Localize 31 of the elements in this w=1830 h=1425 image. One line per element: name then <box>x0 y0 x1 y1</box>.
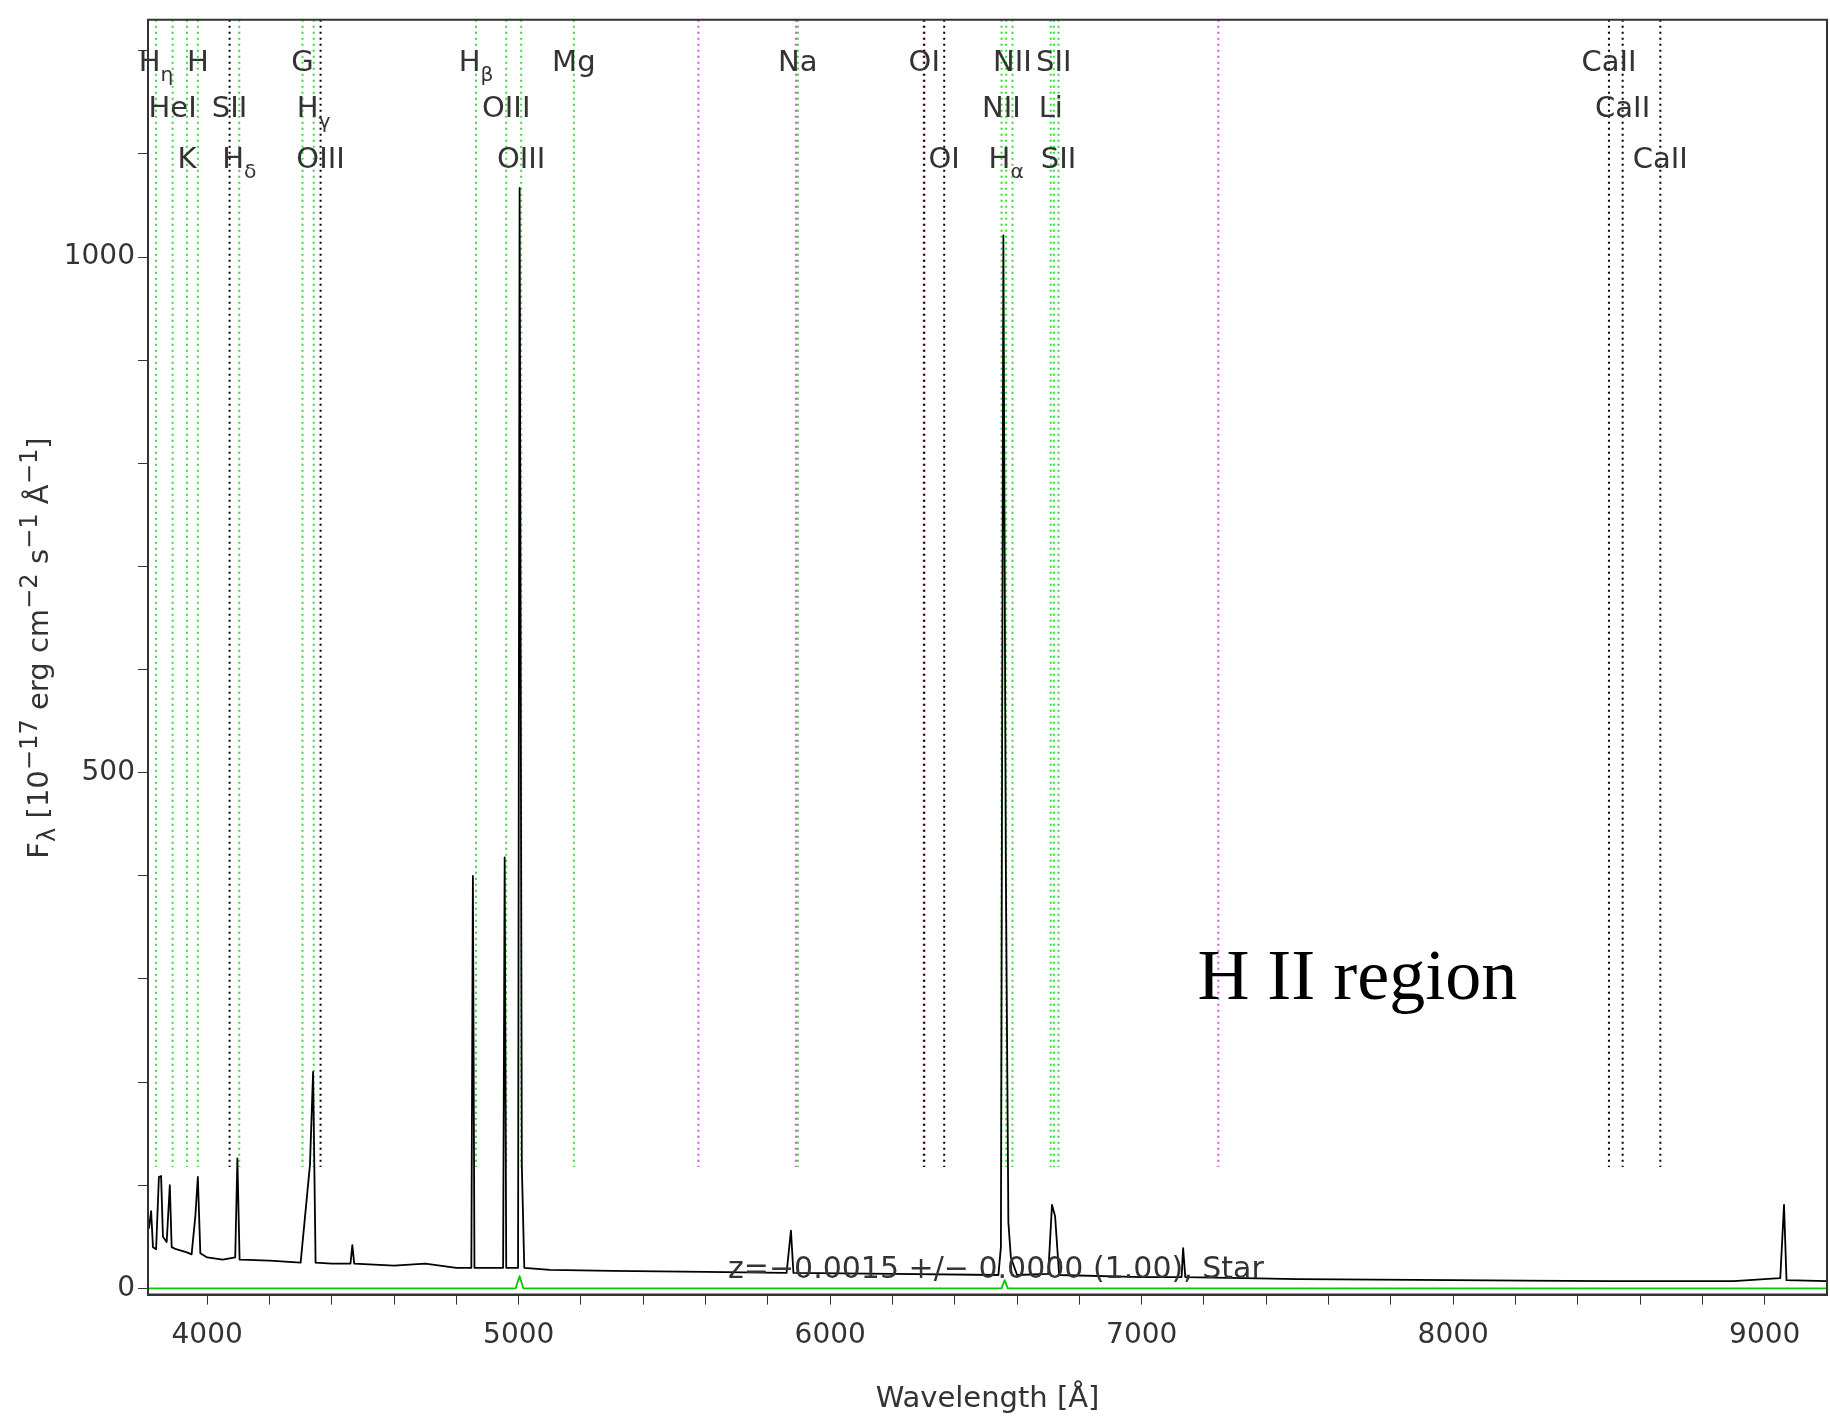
annotation: OIII <box>496 140 546 175</box>
x-tick-label: 9000 <box>1729 1316 1801 1350</box>
annotation: CaII <box>1581 43 1637 78</box>
annotation: OIII <box>481 90 531 125</box>
annotation: NII <box>982 90 1021 125</box>
x-tick-label: 6000 <box>794 1316 866 1350</box>
annotation: SII <box>1036 43 1072 78</box>
annotation: SII <box>1040 140 1077 175</box>
annotation: Mg <box>552 43 596 78</box>
y-tick-label: 1000 <box>63 238 135 272</box>
annotation: G <box>291 43 314 78</box>
x-tick-label: 7000 <box>1106 1316 1178 1350</box>
annotation: H II region <box>1197 934 1518 1015</box>
annotation: OI <box>928 140 960 175</box>
annotation: HeI <box>148 90 197 125</box>
y-tick-label: 500 <box>81 754 135 787</box>
annotation: CaII <box>1632 140 1688 175</box>
x-axis-title: Wavelength [Å] <box>875 1380 1100 1415</box>
annotation: SII <box>211 90 248 125</box>
x-tick-label: 4000 <box>171 1316 243 1350</box>
annotation: H <box>186 43 209 78</box>
annotation: NII <box>993 43 1032 78</box>
annotation: OIII <box>296 140 345 175</box>
annotation: CaII <box>1595 90 1651 125</box>
annotation: Na <box>778 43 818 78</box>
annotation: OI <box>908 43 940 78</box>
y-tick-label: 0 <box>117 1269 135 1303</box>
annotation: K <box>177 140 198 175</box>
x-tick-label: 5000 <box>483 1316 555 1350</box>
x-tick-label: 8000 <box>1417 1316 1489 1350</box>
annotation: Li <box>1038 90 1063 125</box>
